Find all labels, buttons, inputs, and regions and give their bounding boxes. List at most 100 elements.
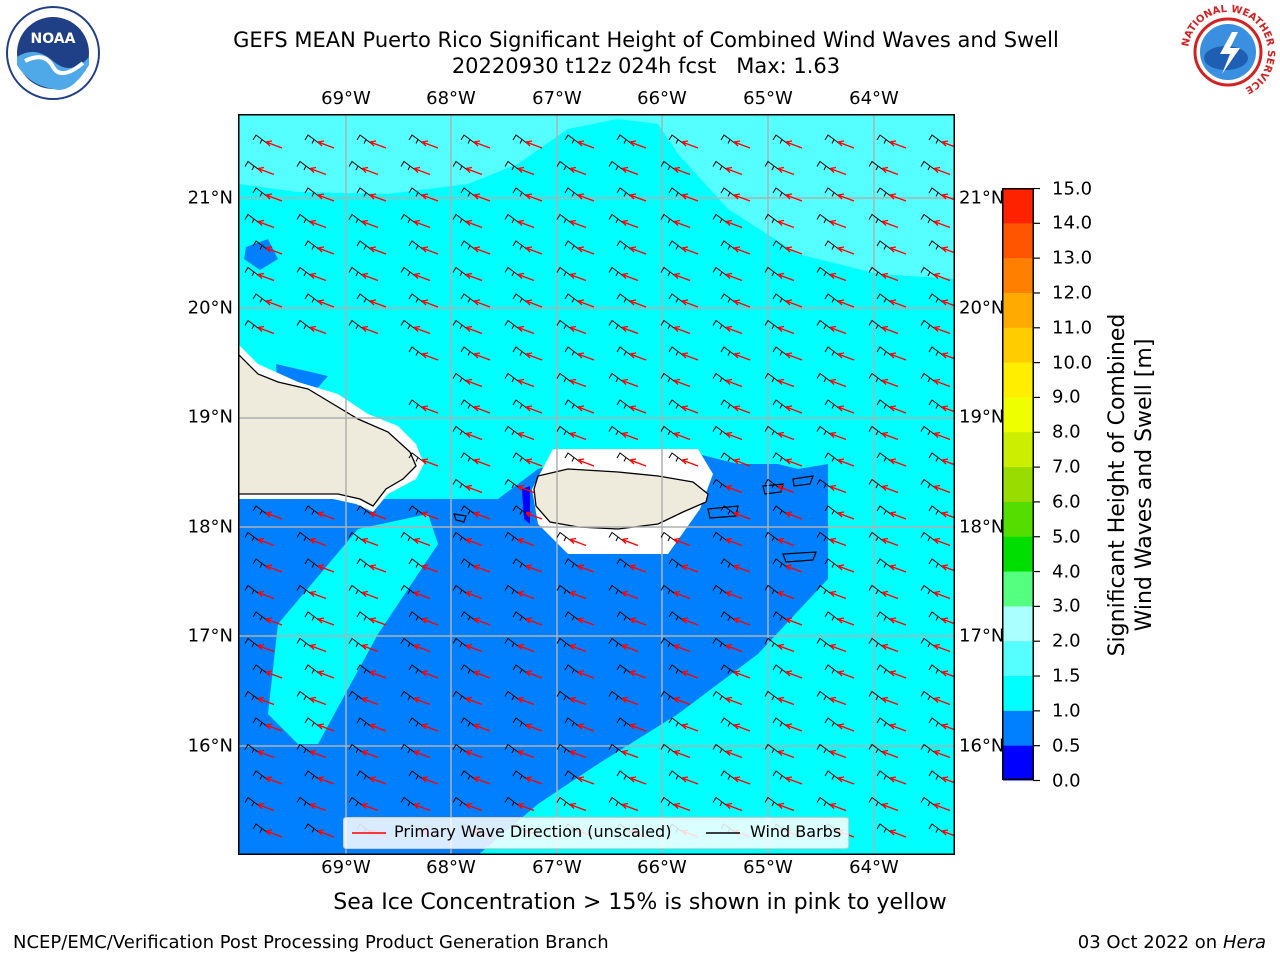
wind-barb [244,584,261,595]
wind-barb [356,187,373,198]
wave-direction-arrow [621,378,639,388]
wave-direction-arrow [837,776,855,785]
wave-direction-arrow [361,272,379,282]
wave-direction-arrow [361,219,379,229]
wave-direction-arrow [369,511,387,520]
wave-direction-arrow [525,564,543,573]
wave-direction-arrow [785,299,803,308]
wave-direction-arrow [629,405,647,414]
wind-barb [452,478,469,489]
wind-barb [720,717,737,728]
wave-direction-arrow [837,193,855,202]
wind-barb [356,717,373,728]
wind-barb [816,478,833,489]
wave-direction-arrow [933,643,951,653]
lat-label-right-17n: 17°N [959,625,1005,647]
colorbar-band [1003,292,1033,328]
wind-barb [504,478,521,489]
colorbar-tick-label: 12.0 [1052,282,1093,304]
wind-barb [556,584,573,595]
wind-barb [252,293,269,304]
wave-direction-arrow [725,166,743,176]
wave-direction-arrow [681,193,699,202]
wave-direction-arrow [889,140,907,149]
wind-barb [408,399,425,410]
wind-barb [556,319,573,330]
wind-barb [556,213,573,224]
wave-direction-arrow [673,272,691,282]
wave-direction-arrow [413,272,431,282]
wave-direction-arrow [257,696,275,706]
wave-direction-arrow [577,140,595,149]
wave-direction-arrow [413,219,431,229]
vieques-outline [707,505,739,519]
wind-barb [408,770,425,781]
wind-barb [564,399,581,410]
wind-barb [868,213,885,224]
wind-barb [252,187,269,198]
wave-direction-arrow [881,166,899,176]
wave-direction-arrow [265,829,283,838]
wave-direction-arrow [777,166,795,176]
wind-barb [816,213,833,224]
wave-direction-arrow [413,166,431,176]
lon-label-bottom-67w: 67°W [532,857,582,878]
wave-direction-arrow [629,564,647,573]
wind-barb [512,240,529,251]
wave-direction-arrow [525,458,543,467]
wave-direction-arrow [733,193,751,202]
wind-barb [608,690,625,701]
colorbar-tick-label: 8.0 [1052,421,1081,443]
wave-direction-arrow [369,299,387,308]
lon-label-top-66w: 66°W [637,88,687,109]
wind-barb [616,399,633,410]
wave-direction-arrow [421,246,439,255]
wind-barb [296,584,313,595]
colorbar-band [1003,396,1033,433]
wind-barb [244,266,261,277]
wind-barb [772,293,789,304]
wind-barb [608,743,625,754]
wave-direction-arrow [725,537,743,547]
wave-direction-arrow [881,272,899,282]
wave-direction-arrow [569,378,587,388]
wind-barb [876,293,893,304]
wind-barb [720,558,737,569]
wave-direction-arrow [473,352,491,361]
wind-barb [824,134,841,145]
wind-barb [348,690,365,701]
wind-barb [712,478,729,489]
st-thomas-outline [762,483,784,495]
wind-barb [616,717,633,728]
sea-ice-note: Sea Ice Concentration > 15% is shown in … [333,890,947,915]
wind-barb [504,372,521,383]
wave-direction-arrow [569,802,587,812]
wave-direction-arrow [257,749,275,759]
wave-direction-arrow [777,378,795,388]
wave-direction-arrow [465,219,483,229]
wave-direction-arrow [257,219,275,229]
wave-direction-arrow [465,431,483,441]
wave-direction-arrow [465,590,483,600]
wind-barb [504,637,521,648]
wind-barb [556,637,573,648]
wind-barb [512,505,529,516]
map-legend: Primary Wave Direction (unscaled) Wind B… [343,817,849,849]
wave-direction-arrow [941,564,955,572]
wind-barb [408,240,425,251]
wave-direction-arrow [629,723,647,732]
wave-direction-arrow [525,776,543,785]
wave-direction-arrow [369,246,387,255]
wave-direction-arrow [829,431,847,441]
wave-direction-arrow [525,246,543,255]
colorbar-tick-label: 10.0 [1052,352,1093,374]
wave-direction-arrow [733,299,751,308]
wave-direction-arrow [889,193,907,202]
wave-direction-arrow [525,670,543,679]
wind-barb [556,266,573,277]
colorbar-band [1003,571,1033,607]
wind-barb [304,187,321,198]
wind-barb [720,240,737,251]
wind-barb [452,266,469,277]
wave-direction-arrow [569,431,587,441]
